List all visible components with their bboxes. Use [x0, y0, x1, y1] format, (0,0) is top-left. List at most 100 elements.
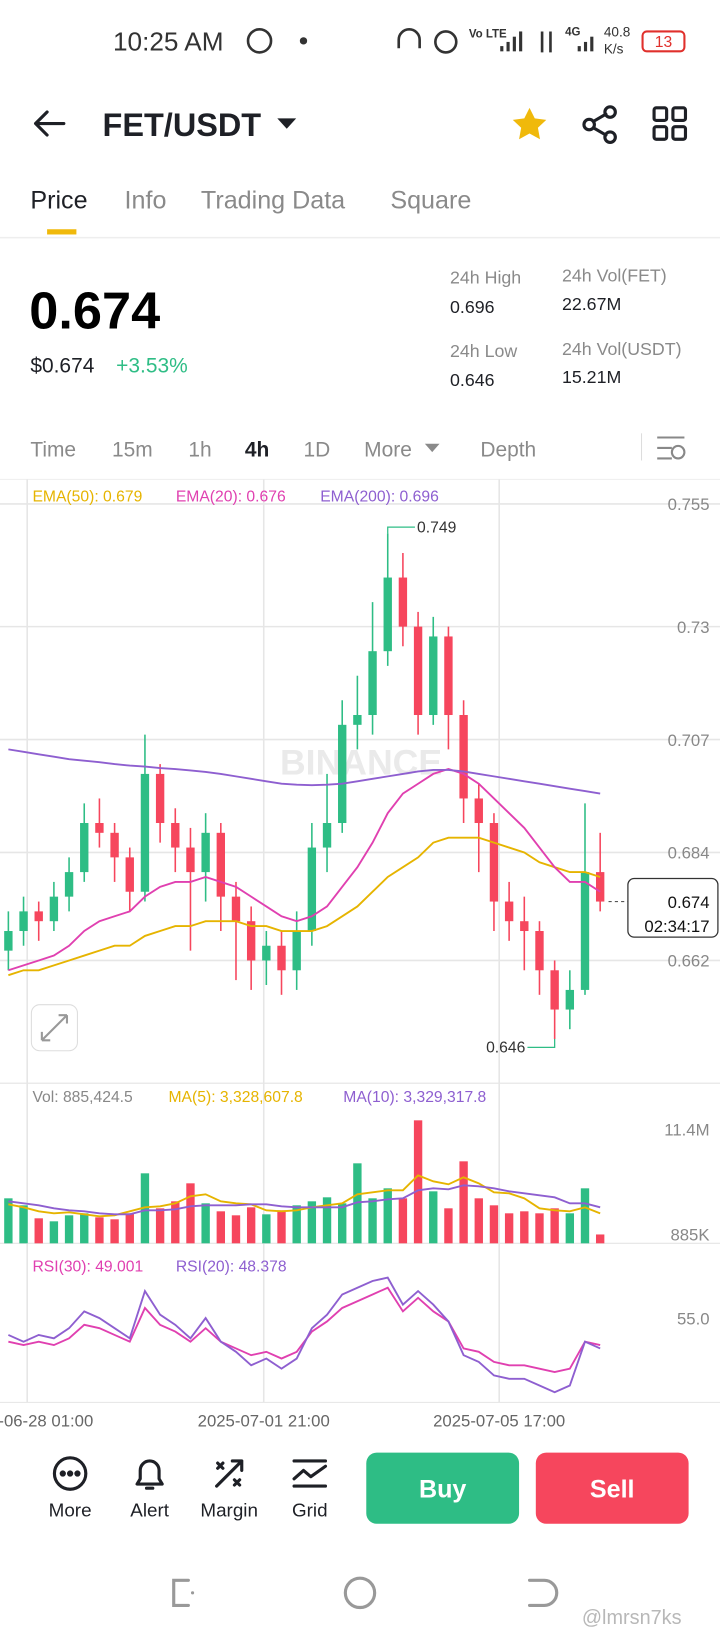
volume-bar [186, 1183, 195, 1244]
y-tick-label: 0.662 [668, 952, 710, 971]
buy-button[interactable] [366, 1452, 520, 1524]
volume-bar [34, 1218, 43, 1244]
signal-icon-2 [577, 36, 594, 52]
back-button[interactable] [34, 110, 66, 137]
volume-bar [580, 1188, 590, 1244]
alarm-icon [434, 30, 458, 54]
interval[interactable]: 1h [188, 438, 211, 461]
share-button[interactable] [582, 105, 617, 144]
interval[interactable]: Time [30, 438, 76, 461]
volume-bar [155, 1208, 165, 1244]
volume-bar [444, 1208, 453, 1244]
candle-body [595, 872, 605, 902]
current-price-box [627, 877, 719, 938]
margin-icon[interactable] [215, 1459, 244, 1488]
rsi-line [8, 1286, 601, 1373]
volume-bar [398, 1198, 408, 1244]
volume-bar [95, 1217, 104, 1244]
candle-body [459, 715, 468, 799]
tab-indicator [47, 229, 77, 235]
candle-body [277, 945, 286, 971]
candle-body [49, 896, 59, 922]
stat-value: 0.696 [450, 297, 495, 317]
buy-label[interactable]: Buy [419, 1476, 466, 1504]
candle-body [110, 832, 119, 858]
action-label[interactable]: More [49, 1499, 92, 1520]
alert-icon[interactable] [135, 1459, 164, 1490]
volume-bar [231, 1215, 241, 1244]
action-label[interactable]: Margin [200, 1499, 258, 1520]
tab[interactable]: Price [30, 186, 87, 214]
candle-body [292, 931, 301, 971]
interval[interactable]: 15m [112, 438, 153, 461]
volume-bar [322, 1197, 332, 1244]
volume-bar [307, 1201, 317, 1244]
y-tick-label: 55.0 [677, 1309, 710, 1328]
y-tick-label: 11.4M [664, 1121, 709, 1140]
status-network: Vo LTE [469, 29, 507, 41]
interval[interactable]: 4h [245, 438, 269, 461]
y-tick-label: 885K [670, 1226, 709, 1245]
nav-back[interactable] [527, 1578, 559, 1607]
expand-button[interactable] [30, 1004, 78, 1052]
volume-bar [550, 1208, 559, 1244]
watermark: @lmrsn7ks [582, 1607, 682, 1629]
volume-bar [459, 1161, 468, 1244]
legend-entry: RSI(20): 48.378 [176, 1259, 287, 1276]
stat-label: 24h Low [450, 341, 517, 361]
interval[interactable]: More [364, 438, 412, 461]
volume-bar [201, 1203, 210, 1244]
battery-icon [641, 30, 686, 53]
pair-title[interactable]: FET/USDT [103, 107, 262, 143]
dot-icon [299, 37, 308, 45]
nav-home[interactable] [343, 1576, 377, 1610]
tab[interactable]: Trading Data [201, 186, 345, 214]
grid-menu-button[interactable] [652, 106, 688, 141]
candle-body [429, 636, 438, 716]
legend-entry: MA(5): 3,328,607.8 [168, 1089, 303, 1106]
tab[interactable]: Square [390, 186, 471, 214]
chart-settings-button[interactable] [657, 436, 686, 460]
action-label[interactable]: Grid [292, 1499, 328, 1520]
volume-bar [368, 1198, 377, 1244]
volume-bar [413, 1120, 423, 1244]
volume-bar [429, 1191, 438, 1244]
candle-body [171, 823, 180, 848]
status-network2: 4G [565, 27, 580, 39]
candle-body [125, 857, 134, 892]
sell-button[interactable] [535, 1452, 689, 1524]
x-tick-label: 2025-07-01 21:00 [198, 1411, 330, 1430]
y-tick-label: 0.73 [677, 618, 710, 637]
more-dropdown[interactable] [424, 443, 440, 453]
stat-value: 22.67M [562, 294, 621, 314]
more-icon[interactable] [52, 1456, 88, 1491]
candle-body [155, 773, 165, 824]
volume-bar [292, 1205, 301, 1244]
tab[interactable]: Info [125, 186, 167, 214]
legend-entry: MA(10): 3,329,317.8 [343, 1089, 486, 1106]
stat-value: 15.21M [562, 367, 621, 387]
nav-recent[interactable] [172, 1578, 195, 1607]
price-change: +3.53% [116, 355, 188, 378]
status-speed-unit: K/s [604, 41, 624, 56]
legend-entry: RSI(30): 49.001 [32, 1259, 143, 1276]
grid-icon[interactable] [292, 1459, 328, 1488]
volume-legend: Vol: 885,424.5 [32, 1089, 133, 1106]
volume-ma-line [8, 1184, 601, 1216]
candle-body [262, 945, 271, 961]
headphone-icon [397, 28, 421, 49]
interval[interactable]: 1D [303, 438, 330, 461]
volume-bar [535, 1213, 544, 1244]
candle-body [413, 626, 423, 716]
action-label[interactable]: Alert [130, 1499, 169, 1520]
candle-body [4, 931, 13, 951]
pair-dropdown[interactable] [277, 118, 297, 129]
candle-body [19, 911, 28, 932]
candle-body [368, 651, 377, 716]
candle-body [246, 921, 256, 961]
candle-body [520, 921, 529, 932]
interval[interactable]: Depth [480, 438, 536, 461]
favorite-star[interactable] [512, 107, 547, 140]
whatsapp-icon [246, 28, 273, 54]
sell-label[interactable]: Sell [590, 1476, 635, 1504]
